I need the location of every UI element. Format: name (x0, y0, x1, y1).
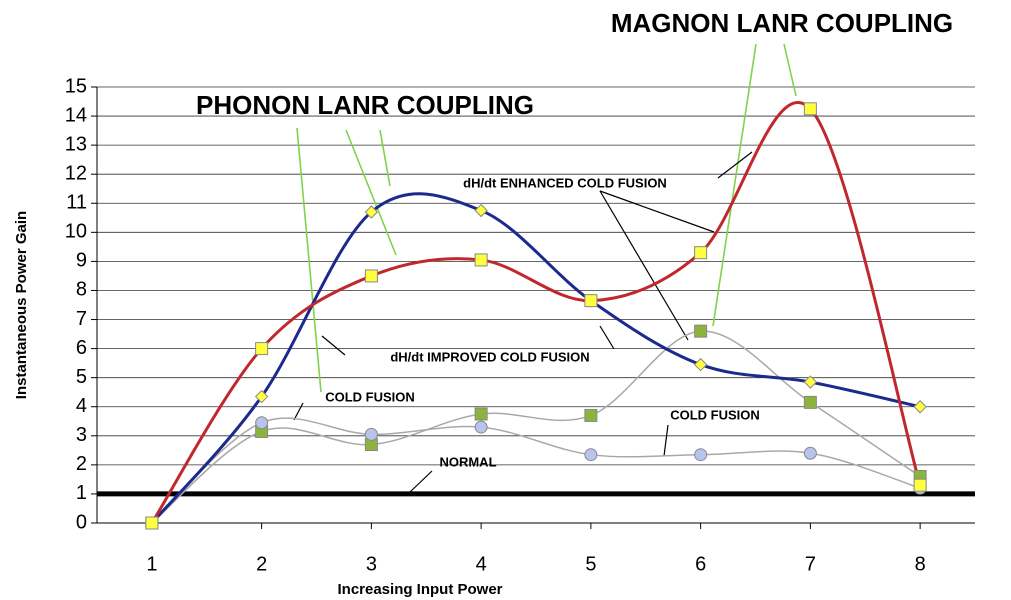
leader (599, 325, 615, 350)
leader (345, 129, 397, 256)
leader (717, 151, 753, 179)
annotation: COLD FUSION (670, 407, 760, 422)
leader (599, 190, 689, 341)
y-tick-label: 15 (65, 75, 87, 97)
marker (584, 408, 598, 422)
marker (803, 375, 818, 389)
marker (474, 420, 488, 434)
x-tick-label: 5 (585, 553, 596, 575)
plot: NORMAL COLD FUSION COLD FUSION dH/dt IMPROV… (97, 101, 975, 530)
x-tick-label: 7 (805, 553, 816, 575)
x-tick-label: 8 (915, 553, 926, 575)
leader (379, 129, 391, 187)
marker (474, 203, 488, 218)
marker (584, 294, 598, 308)
leader (293, 402, 304, 421)
leader (296, 127, 322, 393)
series-line (150, 192, 921, 524)
green-leaders (296, 43, 797, 393)
marker (803, 395, 817, 409)
marker (913, 400, 927, 414)
x-tick-label: 2 (256, 553, 267, 575)
marker (255, 416, 269, 430)
marker (693, 357, 708, 372)
y-tick-label: 11 (66, 192, 87, 214)
black-leaders (293, 151, 753, 493)
marker (803, 102, 817, 116)
annotation: COLD FUSION (325, 389, 415, 404)
marker (474, 253, 488, 267)
x-axis-label: Increasing Input Power (337, 581, 502, 598)
leader (783, 43, 797, 97)
x-tick-label: 6 (695, 553, 706, 575)
y-tick-label: 0 (76, 511, 87, 533)
annotation: dH/dt IMPROVED COLD FUSION (390, 349, 589, 364)
annotation: dH/dt ENHANCED COLD FUSION (463, 175, 667, 190)
marker (584, 448, 598, 462)
marker (694, 448, 708, 462)
subtitle: PHONON LANR COUPLING (196, 90, 534, 120)
y-tick-label: 8 (76, 279, 87, 301)
chart-title: MAGNON LANR COUPLING (611, 8, 953, 38)
y-axis-label: Instantaneous Power Gain (13, 211, 30, 399)
marker (913, 478, 927, 492)
y-tick-label: 7 (76, 308, 87, 330)
x-tick-label: 1 (146, 553, 157, 575)
y-tick-label: 2 (76, 453, 87, 475)
series-line (150, 101, 922, 524)
y-tick-label: 12 (65, 162, 87, 184)
y-tick-label: 3 (76, 424, 87, 446)
marker (364, 205, 379, 219)
marker (364, 269, 378, 283)
y-tick-label: 5 (76, 366, 87, 388)
y-tick-label: 10 (65, 221, 87, 243)
x-tick-label: 4 (476, 553, 487, 575)
marker (254, 389, 269, 404)
leader (409, 470, 433, 493)
leader (663, 424, 669, 457)
y-tick-label: 13 (65, 133, 87, 155)
annotation: NORMAL (439, 454, 496, 469)
y-tick-label: 1 (76, 482, 87, 504)
marker (145, 516, 159, 530)
marker (694, 246, 708, 260)
leader (712, 43, 757, 327)
marker (694, 324, 708, 338)
marker (803, 446, 817, 460)
x-tick-label: 3 (366, 553, 377, 575)
marker (255, 342, 269, 356)
y-tick-label: 6 (76, 337, 87, 359)
y-tick-label: 9 (76, 250, 87, 272)
marker (474, 407, 488, 421)
y-tick-label: 14 (65, 104, 87, 126)
leader (321, 335, 346, 356)
leader (599, 190, 715, 233)
marker (364, 427, 378, 441)
y-tick-label: 4 (76, 395, 87, 417)
